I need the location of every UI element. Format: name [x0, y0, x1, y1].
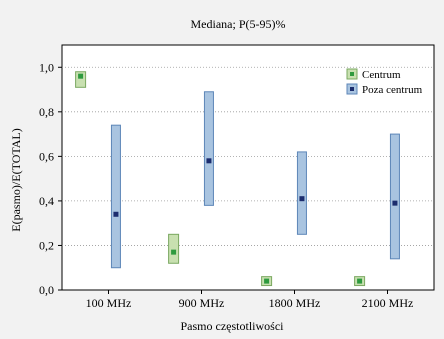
median-marker-centrum	[78, 74, 83, 79]
y-tick-label: 1,0	[39, 60, 54, 74]
x-tick-label: 1800 MHz	[269, 296, 321, 310]
median-marker-poza-centrum	[299, 196, 304, 201]
range-box-poza-centrum	[390, 134, 399, 259]
range-box-poza-centrum	[297, 152, 306, 234]
x-axis: 100 MHz 900 MHz 1800 MHz 2100 MHz	[86, 290, 414, 310]
legend-marker-poza-centrum	[350, 87, 354, 91]
median-marker-centrum	[357, 279, 362, 284]
y-tick-label: 0,4	[39, 194, 54, 208]
y-tick-label: 0,2	[39, 238, 54, 252]
range-box-centrum	[169, 234, 179, 263]
x-tick-label: 900 MHz	[179, 296, 225, 310]
y-axis-label: E(pasmo)/E(TOTAL)	[9, 128, 23, 231]
median-marker-poza-centrum	[206, 158, 211, 163]
median-marker-poza-centrum	[392, 201, 397, 206]
y-axis: 0,0 0,2 0,4 0,6 0,8 1,0	[39, 60, 62, 297]
chart-title: Mediana; P(5-95)%	[191, 17, 286, 31]
range-box-poza-centrum	[111, 125, 120, 268]
median-marker-centrum	[264, 279, 269, 284]
median-marker-centrum	[171, 250, 176, 255]
legend-label-centrum: Centrum	[362, 69, 401, 81]
x-axis-label: Pasmo częstotliwości	[181, 319, 285, 333]
range-box-poza-centrum	[204, 92, 213, 206]
y-tick-label: 0,0	[39, 283, 54, 297]
x-tick-label: 100 MHz	[86, 296, 132, 310]
median-marker-poza-centrum	[113, 212, 118, 217]
legend-marker-centrum	[350, 72, 354, 76]
x-tick-label: 2100 MHz	[362, 296, 414, 310]
y-tick-label: 0,8	[39, 105, 54, 119]
legend-label-poza-centrum: Poza centrum	[362, 84, 423, 96]
y-tick-label: 0,6	[39, 149, 54, 163]
